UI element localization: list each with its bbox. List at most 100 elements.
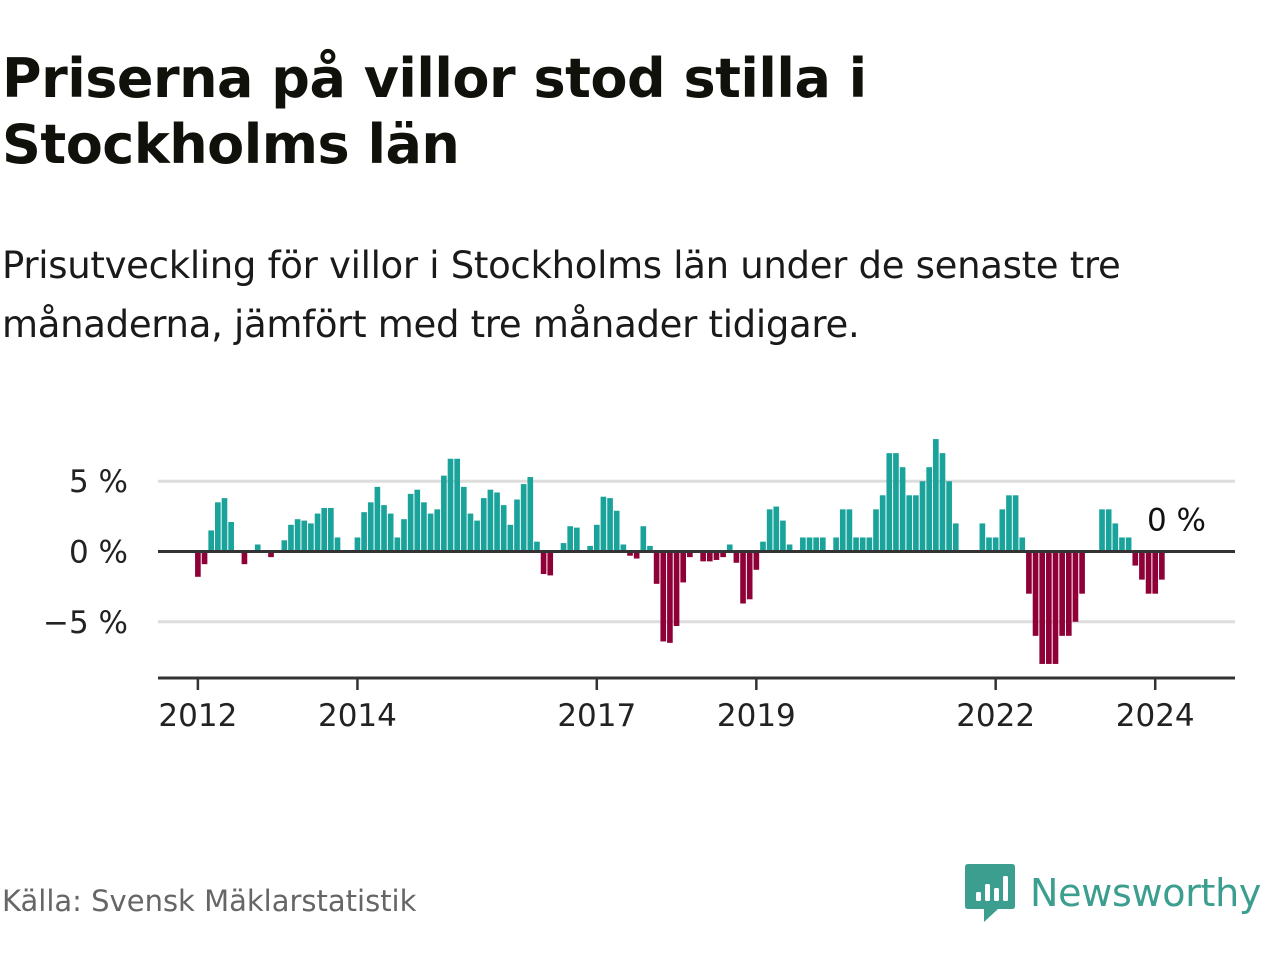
bar: [547, 551, 554, 576]
newsworthy-logo-icon: [965, 864, 1015, 922]
bar: [407, 493, 414, 552]
bar: [560, 543, 567, 552]
bar: [607, 498, 613, 552]
bar: [460, 486, 467, 552]
bar: [593, 524, 600, 552]
x-tick-label: 2012: [158, 698, 237, 734]
bar: [1046, 551, 1052, 664]
x-tick-label: 2019: [717, 698, 796, 734]
bar: [1152, 551, 1159, 594]
bar: [846, 509, 853, 552]
y-tick-label: −5 %: [43, 605, 128, 641]
bar: [1099, 509, 1105, 552]
bar: [387, 513, 394, 552]
bar: [720, 551, 726, 558]
bar: [706, 551, 713, 562]
bar: [853, 537, 859, 552]
bar: [494, 492, 500, 552]
bar: [301, 520, 308, 552]
bar: [414, 489, 421, 552]
bar: [733, 551, 740, 563]
bar: [587, 545, 593, 552]
bar: [1105, 509, 1112, 552]
bar: [1039, 551, 1046, 664]
bar: [866, 537, 873, 552]
bar: [886, 453, 893, 552]
bar: [627, 551, 633, 556]
bar: [673, 551, 680, 626]
bar: [620, 544, 627, 552]
bar: [1052, 551, 1059, 664]
bar: [281, 540, 288, 552]
bar: [893, 453, 899, 552]
bar: [667, 551, 673, 643]
bar: [208, 530, 215, 552]
bar: [540, 551, 547, 574]
bar: [819, 537, 826, 552]
bar: [1065, 551, 1072, 636]
bar: [760, 541, 766, 552]
bar: [474, 520, 480, 552]
chart-title: Priserna på villor stod stilla i Stockho…: [2, 47, 867, 176]
bar: [1125, 537, 1132, 552]
bar: [740, 551, 746, 604]
bar: [381, 505, 387, 552]
bar: [268, 551, 274, 558]
bar: [879, 495, 886, 552]
bar: [487, 489, 494, 552]
y-tick-label: 0 %: [69, 535, 128, 571]
bar: [839, 509, 846, 552]
bar: [201, 551, 208, 565]
bar: [766, 509, 773, 552]
bar: [899, 467, 906, 552]
bar: [726, 544, 733, 552]
bar: [713, 551, 720, 560]
bar: [873, 509, 879, 552]
bar: [1132, 551, 1139, 566]
bar: [254, 544, 261, 552]
bar: [1006, 495, 1012, 552]
bar: [979, 523, 986, 552]
bar: [687, 551, 693, 558]
chart-subtitle: Prisutveckling för villor i Stockholms l…: [2, 244, 1121, 346]
bar: [1079, 551, 1085, 594]
bar: [308, 523, 314, 552]
bar: [813, 537, 819, 552]
bar: [328, 507, 334, 552]
bar: [421, 502, 427, 552]
bar: [613, 510, 620, 552]
bar: [859, 537, 866, 552]
bar: [500, 505, 507, 552]
bar: [1119, 537, 1125, 552]
last-value-label: 0 %: [1147, 503, 1206, 539]
bar: [507, 524, 514, 552]
bar: [800, 537, 806, 552]
bar: [1059, 551, 1065, 636]
bar: [1139, 551, 1145, 580]
x-tick-label: 2024: [1116, 698, 1195, 734]
bar: [1112, 523, 1119, 552]
bar: [241, 551, 248, 565]
bar: [334, 537, 341, 552]
bar: [1019, 537, 1026, 552]
bar: [780, 520, 786, 552]
bar: [653, 551, 660, 584]
bar: [700, 551, 706, 562]
bar: [660, 551, 667, 642]
brand-logo[interactable]: Newsworthy: [964, 862, 1261, 924]
bar: [786, 544, 793, 552]
bar: [361, 512, 367, 552]
bar: [221, 498, 228, 552]
source-note: Källa: Svensk Mäklarstatistik: [2, 884, 417, 918]
bar: [773, 506, 780, 552]
bar: [367, 502, 374, 552]
bar: [753, 551, 760, 570]
bar: [527, 477, 534, 552]
bar: [926, 467, 933, 552]
bar: [294, 519, 301, 552]
bar: [228, 522, 234, 552]
bar: [946, 481, 952, 552]
bar: [354, 537, 361, 552]
bar: [647, 545, 653, 552]
bar: [746, 551, 753, 600]
